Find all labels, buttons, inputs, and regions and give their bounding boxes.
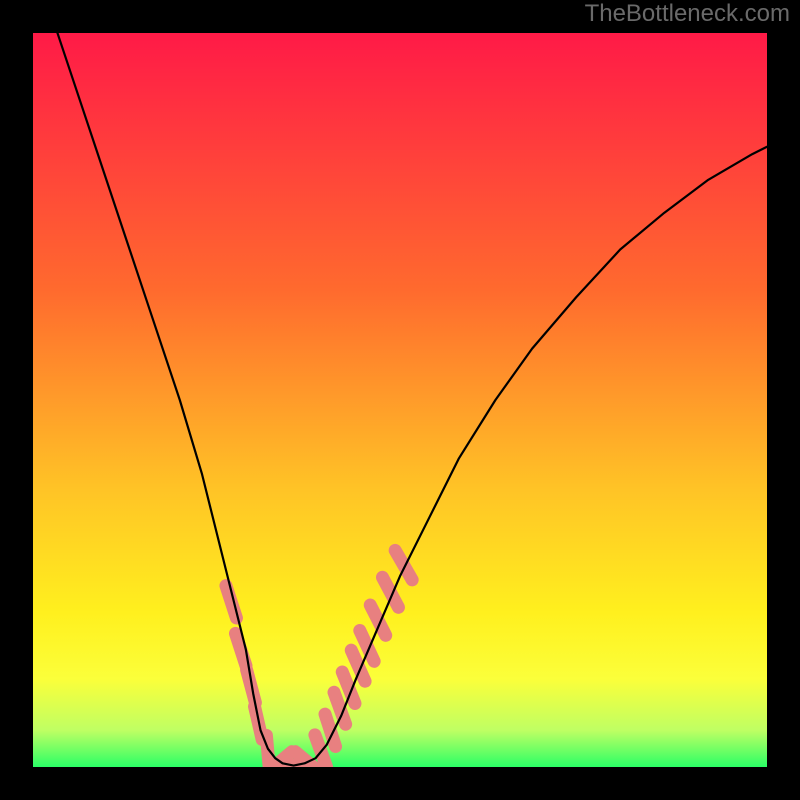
- chart-background: [33, 33, 767, 767]
- credit-text: TheBottleneck.com: [585, 0, 790, 28]
